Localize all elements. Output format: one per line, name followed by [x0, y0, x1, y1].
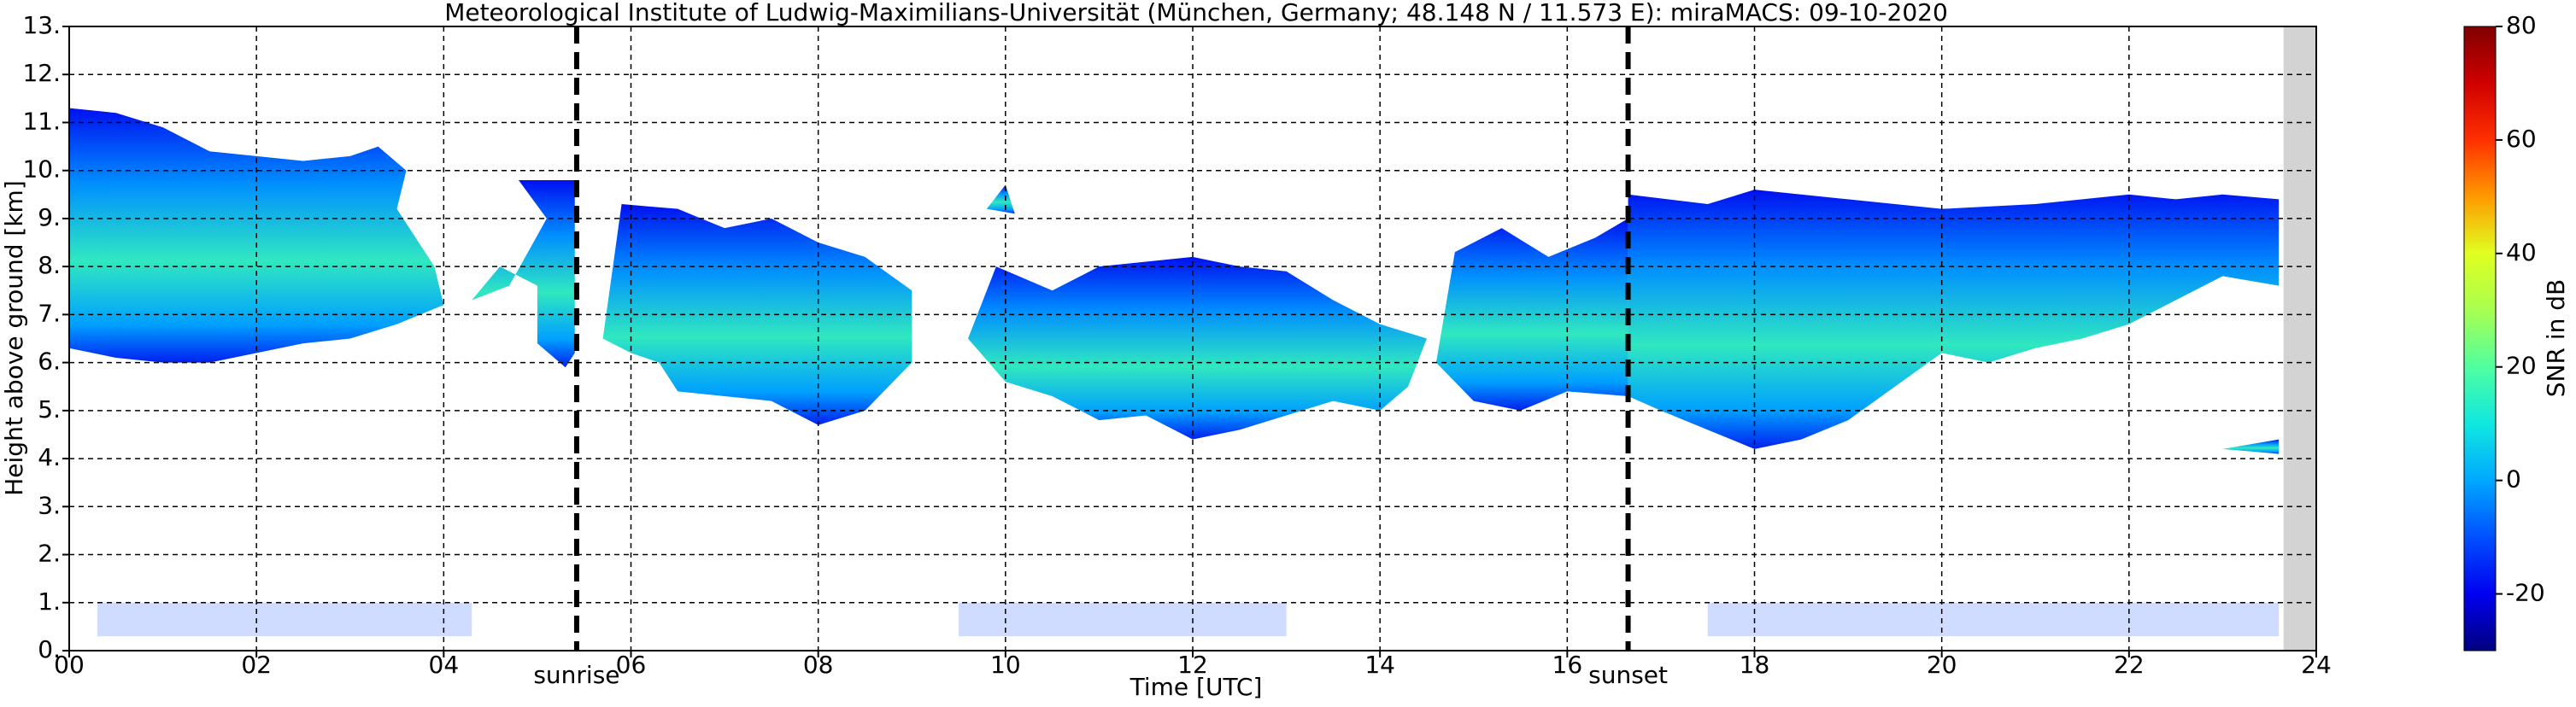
y-tick-label: 8. [38, 251, 61, 279]
echo-region [986, 184, 1015, 214]
ground-clutter [97, 602, 472, 637]
y-tick-label: 1. [38, 587, 61, 616]
x-tick-label: 14 [1364, 651, 1395, 679]
colorbar [2463, 26, 2497, 651]
y-tick-label: 13. [22, 11, 61, 39]
plot-frame [68, 26, 2317, 651]
radar-echoes [69, 108, 2280, 637]
ground-clutter [959, 602, 1287, 637]
y-axis-label: Height above ground [km] [0, 180, 28, 496]
y-tick-label: 10. [22, 155, 61, 184]
echo-region [1628, 190, 2280, 449]
y-tick-label: 12. [22, 59, 61, 87]
echo-region [968, 256, 1427, 440]
y-tick-label: 0. [38, 635, 61, 663]
colorbar-tick-label: 80 [2506, 11, 2537, 39]
colorbar-tick-label: 40 [2506, 238, 2537, 266]
y-tick-label: 3. [38, 491, 61, 519]
echo-region [2222, 439, 2280, 454]
y-tick-label: 7. [38, 299, 61, 327]
y-tick-label: 5. [38, 395, 61, 424]
x-tick-label: 20 [1927, 651, 1957, 679]
y-tick-label: 2. [38, 540, 61, 568]
x-tick-label: 22 [2114, 651, 2145, 679]
event-label: sunrise [533, 661, 619, 689]
no-data-band [2283, 26, 2316, 651]
x-tick-label: 00 [54, 651, 85, 679]
x-axis-label: Time [UTC] [1130, 673, 1263, 701]
colorbar-tick-label: -20 [2506, 579, 2545, 607]
colorbar-tick-label: 0 [2506, 465, 2521, 494]
y-tick-label: 6. [38, 348, 61, 376]
x-tick-label: 04 [429, 651, 460, 679]
chart-title: Meteorological Institute of Ludwig-Maxim… [444, 0, 1948, 26]
echo-region [1435, 218, 1628, 411]
x-tick-label: 02 [241, 651, 272, 679]
colorbar-tick-label: 60 [2506, 125, 2537, 153]
colorbar-tick-label: 20 [2506, 352, 2537, 380]
x-tick-label: 10 [990, 651, 1021, 679]
x-tick-label: 16 [1552, 651, 1583, 679]
x-tick-label: 18 [1740, 651, 1770, 679]
x-tick-label: 08 [803, 651, 834, 679]
x-tick-label: 24 [2301, 651, 2332, 679]
y-tick-label: 4. [38, 443, 61, 471]
x-tick-label: 06 [616, 651, 647, 679]
event-label: sunset [1588, 661, 1668, 689]
echo-region [472, 179, 575, 368]
y-tick-label: 9. [38, 203, 61, 231]
colorbar-label: SNR in dB [2542, 279, 2570, 397]
x-tick-label: 12 [1177, 651, 1208, 679]
ground-clutter [1707, 602, 2280, 637]
y-tick-label: 11. [22, 107, 61, 135]
